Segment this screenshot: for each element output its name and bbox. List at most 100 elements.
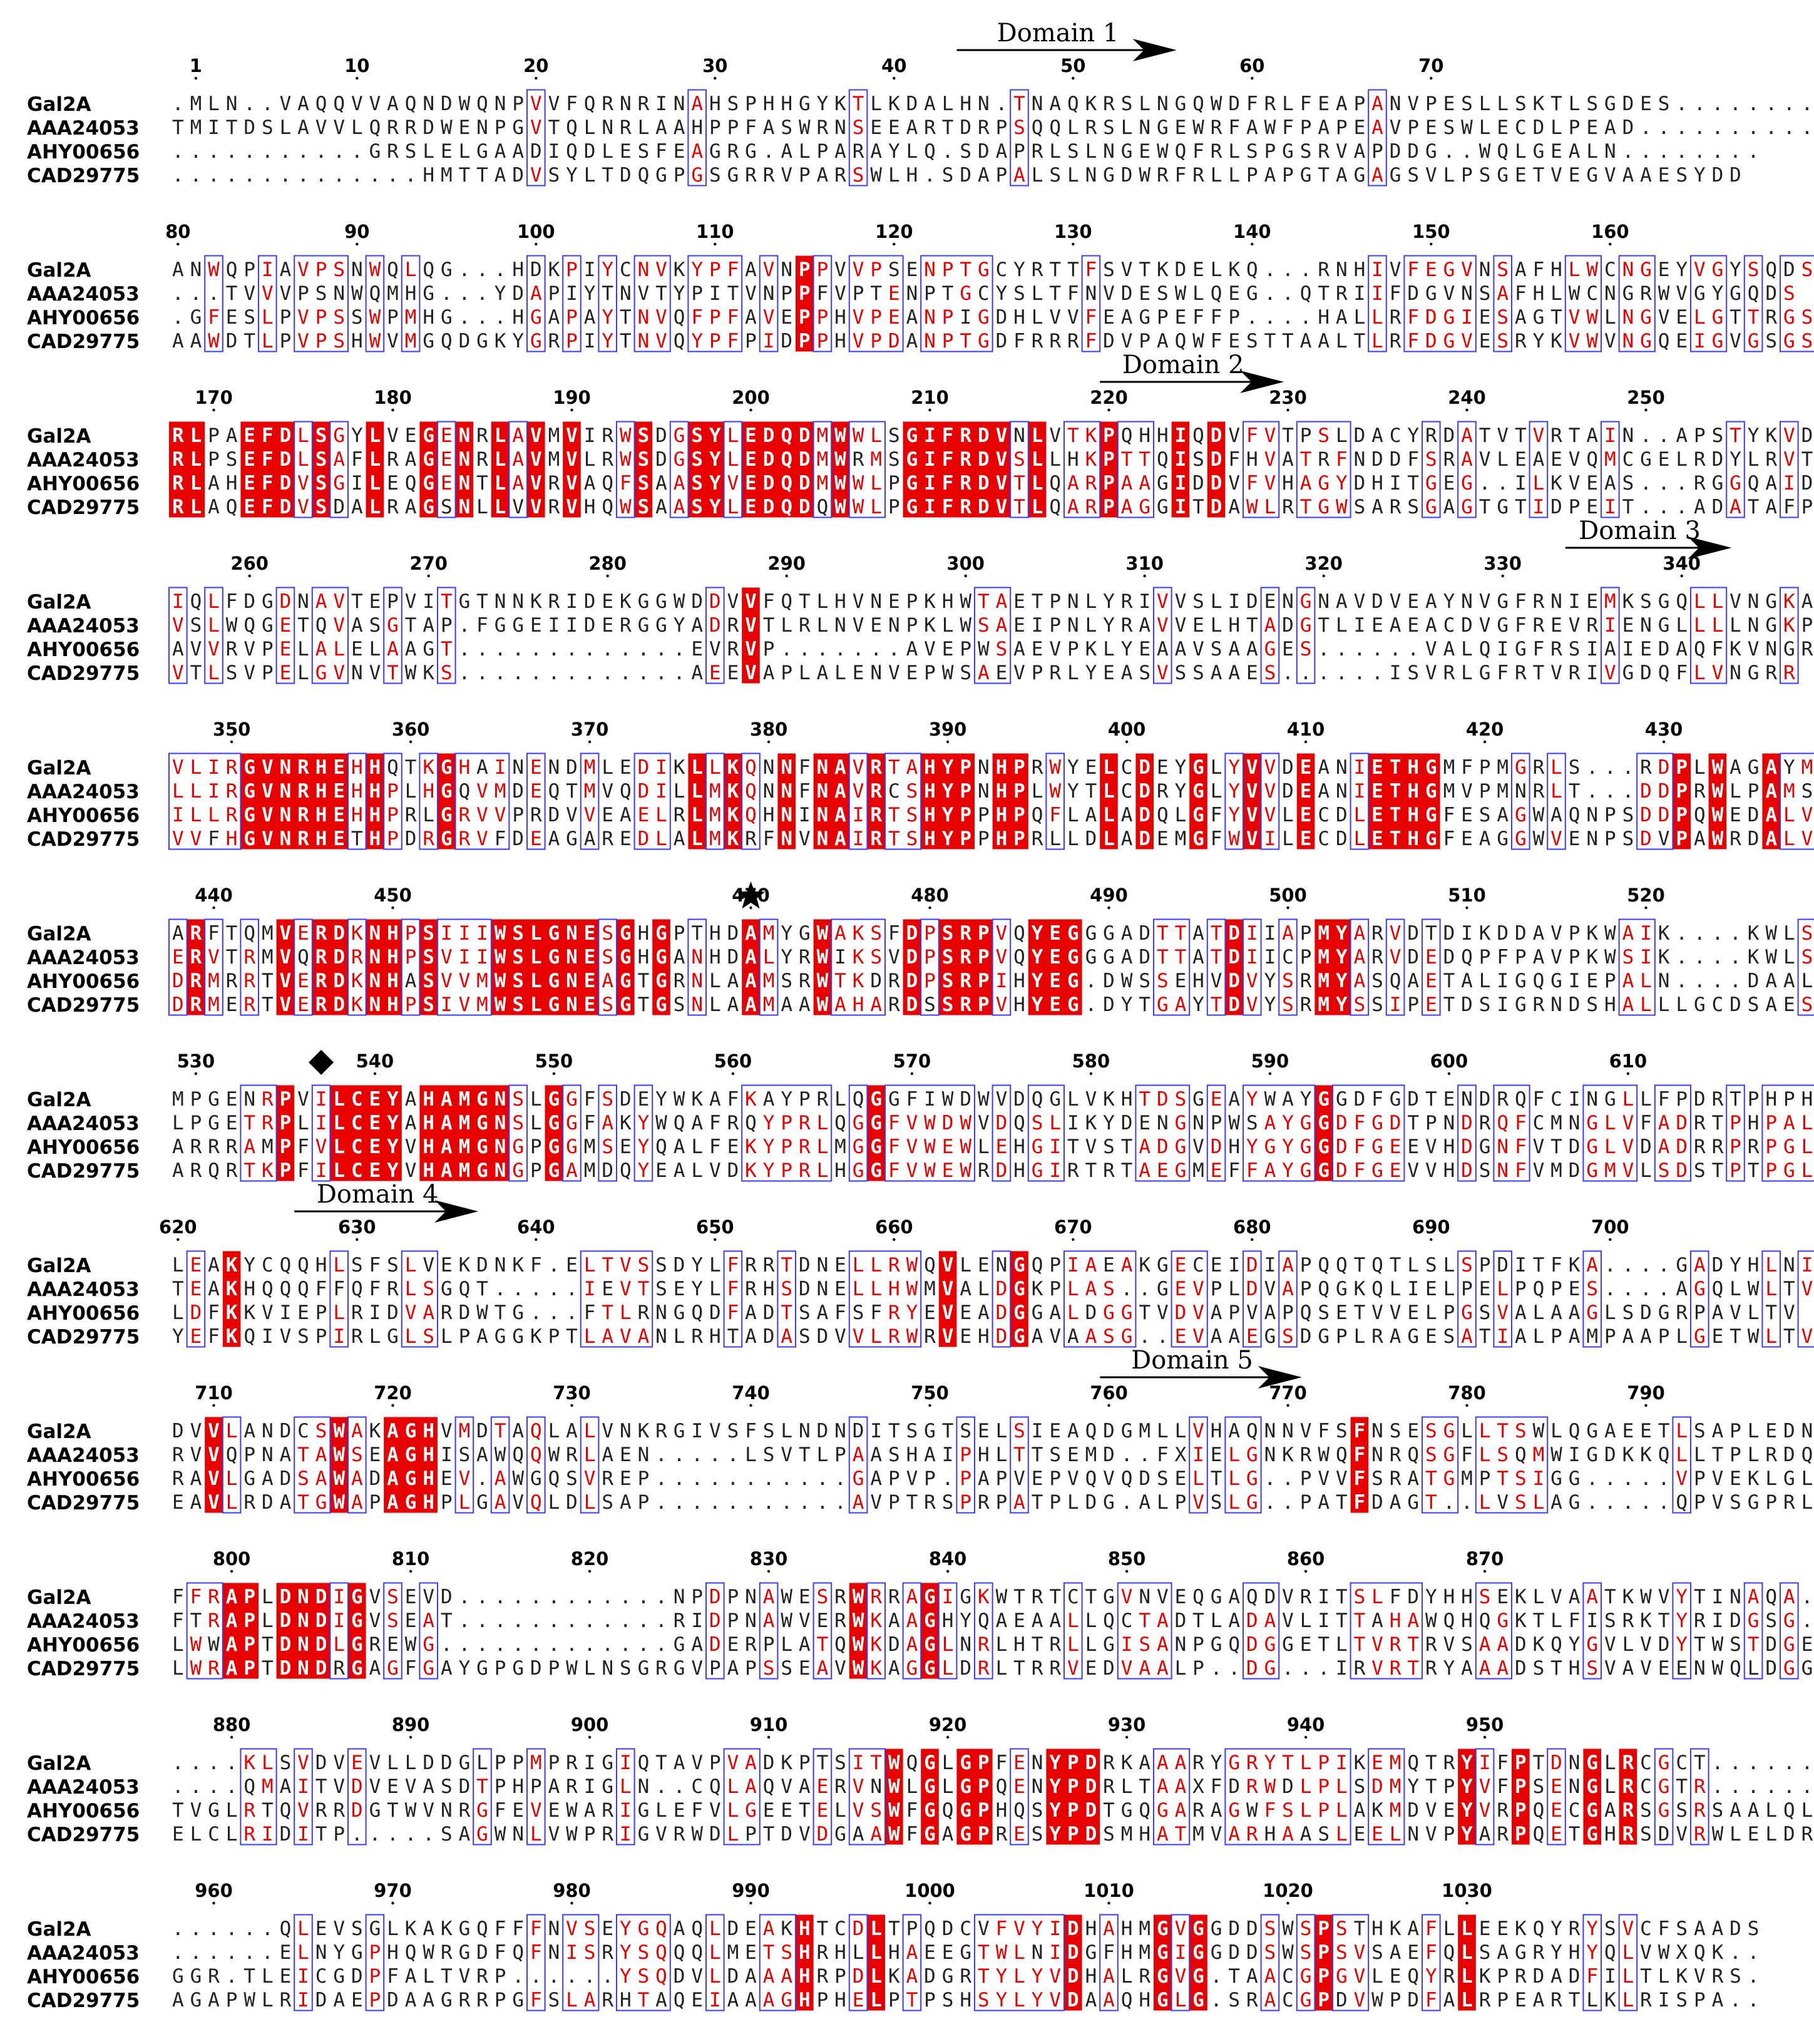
residue: I [655, 93, 667, 115]
residue: G [1300, 1112, 1312, 1134]
residue: L [369, 638, 381, 660]
residue: G [1604, 93, 1616, 115]
residue: L [1032, 282, 1043, 305]
residue: R [190, 970, 202, 992]
residue: T [1013, 1657, 1025, 1680]
residue: L [1622, 1088, 1634, 1111]
ruler-tick-dot [1107, 906, 1110, 910]
residue: R [727, 1112, 739, 1134]
residue: S [1765, 1610, 1777, 1632]
residue: L [1121, 1965, 1133, 1988]
residue: R [1694, 1610, 1706, 1632]
residue: . [1748, 1941, 1760, 1964]
residue: E [1515, 1989, 1527, 2011]
residue: S [1211, 638, 1222, 660]
residue: T [1282, 330, 1294, 352]
residue: D [853, 1420, 864, 1442]
residue: L [1801, 1799, 1813, 1822]
residue: R [387, 140, 399, 163]
residue: F [172, 1610, 184, 1632]
residue: Y [512, 330, 524, 352]
residue: D [1246, 1633, 1258, 1656]
residue: D [960, 164, 971, 187]
residue: W [924, 1136, 936, 1158]
ruler-tick-dot [1268, 1072, 1272, 1076]
residue: G [1318, 1112, 1330, 1134]
residue: G [1103, 164, 1115, 187]
residue: A [870, 1467, 882, 1490]
ruler-tick-dot [1465, 1404, 1468, 1407]
residue: G [1712, 306, 1724, 329]
residue: G [1533, 306, 1545, 329]
residue: V [1533, 1159, 1545, 1182]
residue: . [512, 1965, 524, 1988]
residue: P [960, 1491, 971, 1514]
residue: G [476, 1657, 488, 1680]
residue: W [333, 1467, 345, 1490]
residue: E [315, 1918, 327, 1940]
residue: L [1443, 164, 1455, 187]
residue: A [691, 1112, 703, 1134]
residue: G [709, 140, 721, 163]
residue: R [1282, 496, 1294, 518]
residue: L [1569, 259, 1581, 281]
residue: Q [1569, 804, 1581, 826]
residue: G [190, 1965, 202, 1988]
residue: L [1604, 1136, 1616, 1158]
residue: H [1443, 1586, 1455, 1608]
residue: . [1783, 93, 1795, 115]
residue: I [315, 1159, 327, 1182]
residue: F [1192, 140, 1204, 163]
residue: K [530, 590, 542, 613]
residue: Q [1175, 330, 1187, 352]
residue: R [1049, 330, 1061, 352]
residue: R [1443, 1752, 1455, 1774]
residue: Y [1694, 164, 1706, 187]
residue: Q [1013, 922, 1025, 945]
residue: D [1139, 804, 1150, 826]
residue: L [1765, 1823, 1777, 1846]
residue: N [262, 1444, 274, 1466]
residue: H [1748, 1254, 1760, 1276]
residue: W [1550, 1444, 1562, 1466]
residue: S [333, 306, 345, 329]
residue: A [1013, 1491, 1025, 1514]
residue: D [1748, 804, 1760, 826]
residue: V [1712, 662, 1724, 684]
residue: A [1461, 448, 1473, 471]
residue: S [1371, 994, 1383, 1016]
residue: R [1192, 1799, 1204, 1822]
residue: Q [1049, 116, 1061, 139]
residue: F [1658, 1918, 1670, 1940]
residue: D [1121, 282, 1133, 305]
residue: A [727, 1657, 739, 1680]
residue: G [655, 994, 667, 1016]
residue: L [1729, 1278, 1741, 1300]
residue: A [405, 496, 417, 518]
residue: F [799, 756, 811, 779]
residue: F [1533, 638, 1545, 660]
identity-block [169, 421, 205, 518]
residue: G [674, 1420, 685, 1442]
residue: D [1676, 1136, 1688, 1158]
residue: C [1569, 1799, 1581, 1822]
residue: M [1192, 1159, 1204, 1182]
residue: Q [226, 1444, 238, 1466]
ruler-tick-label: 950 [1466, 1714, 1504, 1735]
ruler-tick-label: 110 [696, 221, 734, 242]
residue: G [548, 922, 560, 945]
residue: F [262, 424, 274, 447]
residue: S [1371, 1941, 1383, 1964]
residue: I [333, 1610, 345, 1632]
residue: E [1049, 970, 1061, 992]
residue: L [1694, 614, 1706, 637]
ruler-tick-dot [391, 1901, 394, 1905]
residue: S [1103, 1325, 1115, 1348]
residue: . [459, 614, 471, 637]
residue: N [1783, 1254, 1795, 1276]
residue: F [1425, 1941, 1437, 1964]
residue: N [1371, 1444, 1383, 1466]
residue: I [1497, 994, 1509, 1016]
residue: V [1390, 946, 1401, 968]
residue: L [1032, 424, 1043, 447]
